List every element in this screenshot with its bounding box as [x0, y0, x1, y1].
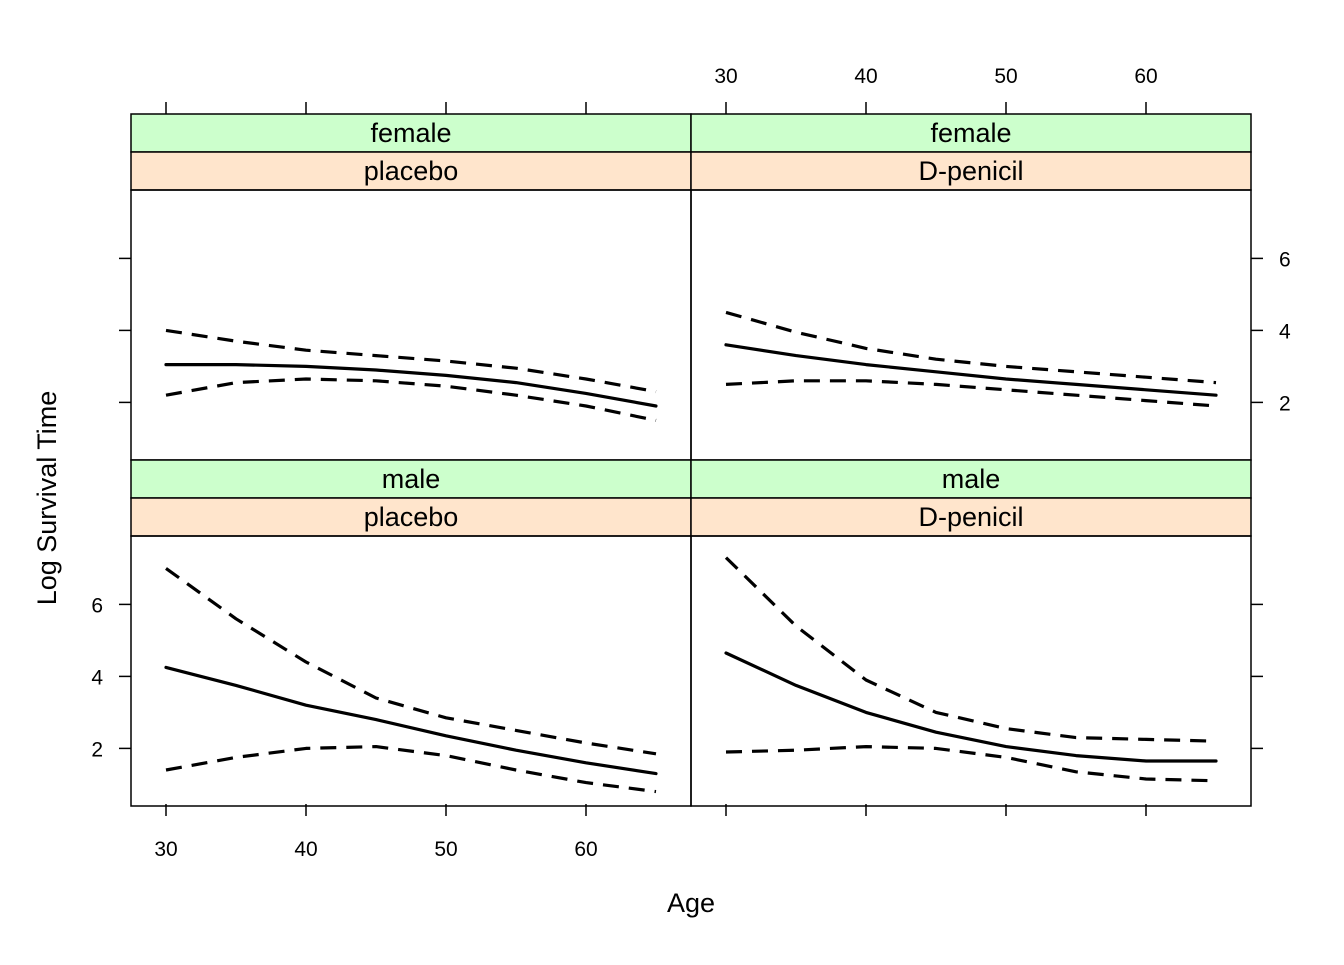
- y-axis-title: Log Survival Time: [32, 391, 62, 606]
- confidence-line-0-1: [165, 328, 657, 394]
- confidence-line-3-1: [724, 556, 1217, 743]
- strip-sex-0: [130, 113, 692, 153]
- confidence-line-2-2: [165, 744, 657, 794]
- y-tick-label: 6: [91, 594, 103, 617]
- fit-line-2-0: [164, 665, 658, 776]
- confidence-line-2-1: [165, 567, 657, 756]
- x-tick-label: 60: [1134, 65, 1157, 88]
- strip-sex-label: female: [370, 118, 451, 148]
- strip-drug-label: placebo: [364, 156, 459, 186]
- y-tick-label: 4: [1279, 320, 1291, 343]
- x-tick-label: 50: [434, 838, 457, 861]
- strip-drug-0: [130, 151, 692, 191]
- strip-sex-label: female: [930, 118, 1011, 148]
- x-axis-title: Age: [667, 888, 715, 918]
- strip-drug-label: D-penicil: [918, 502, 1023, 532]
- confidence-line-1-2: [725, 379, 1217, 408]
- y-tick-label: 2: [91, 738, 103, 761]
- y-tick-label: 4: [91, 666, 103, 689]
- confidence-line-1-1: [725, 310, 1217, 385]
- strip-drug-1: [690, 151, 1252, 191]
- strip-sex-2: [130, 459, 692, 499]
- panel-frame-3: [690, 535, 1252, 807]
- confidence-line-0-2: [165, 377, 657, 422]
- strip-sex-3: [690, 459, 1252, 499]
- fit-line-0-0: [164, 363, 658, 408]
- strip-drug-3: [690, 497, 1252, 537]
- fit-line-3-0: [724, 651, 1218, 763]
- strip-sex-label: male: [942, 464, 1001, 494]
- x-tick-label: 30: [154, 838, 177, 861]
- strip-sex-label: male: [382, 464, 441, 494]
- strip-drug-label: placebo: [364, 502, 459, 532]
- x-tick-label: 60: [574, 838, 597, 861]
- strip-drug-2: [130, 497, 692, 537]
- y-tick-label: 6: [1279, 248, 1291, 271]
- y-tick-label: 2: [1279, 392, 1291, 415]
- x-tick-label: 40: [854, 65, 877, 88]
- strip-drug-label: D-penicil: [918, 156, 1023, 186]
- x-tick-label: 50: [994, 65, 1017, 88]
- panel-frame-0: [130, 189, 692, 461]
- x-tick-label: 40: [294, 838, 317, 861]
- fit-line-1-0: [724, 343, 1218, 397]
- panel-frame-1: [690, 189, 1252, 461]
- confidence-line-3-2: [725, 744, 1217, 783]
- x-tick-label: 30: [714, 65, 737, 88]
